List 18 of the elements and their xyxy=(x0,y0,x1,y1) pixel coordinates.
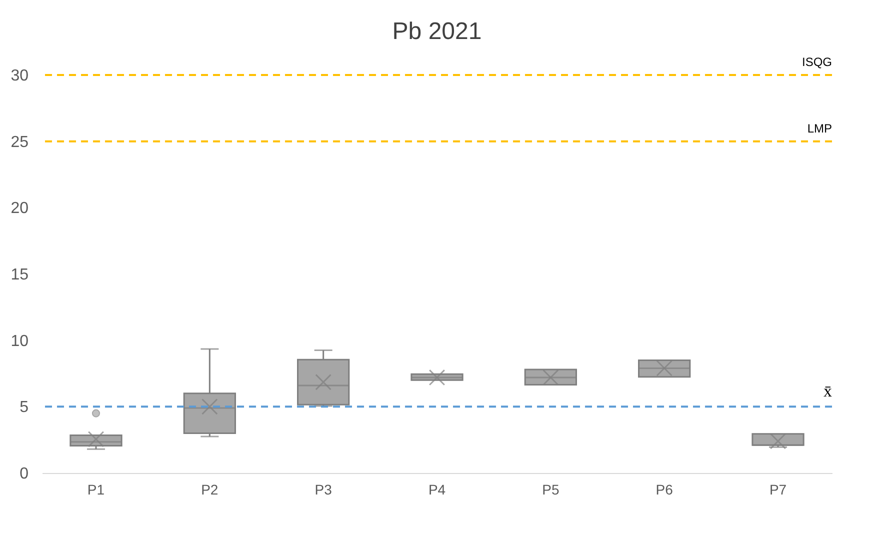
y-tick-label: 30 xyxy=(10,68,29,84)
ref-line-label: LMP xyxy=(807,121,832,136)
x-tick-label: P7 xyxy=(769,482,787,498)
x-tick-label: P5 xyxy=(542,482,560,498)
chart-title: Pb 2021 xyxy=(392,18,482,45)
x-tick-label: P1 xyxy=(87,482,105,498)
x-tick-label: P4 xyxy=(428,482,446,498)
y-tick-label: 5 xyxy=(20,399,29,416)
x-tick-label: P3 xyxy=(314,482,332,498)
y-tick-label: 15 xyxy=(10,266,29,284)
y-tick-label: 20 xyxy=(10,200,29,218)
x-tick-label: P6 xyxy=(656,482,674,498)
y-tick-label: 10 xyxy=(10,332,29,350)
ref-line-label: ISQG xyxy=(802,55,832,69)
ref-line-label: x̄ xyxy=(824,382,832,401)
y-tick-label: 0 xyxy=(20,466,29,482)
y-tick-label: 25 xyxy=(10,134,29,151)
x-tick-label: P2 xyxy=(201,482,218,498)
